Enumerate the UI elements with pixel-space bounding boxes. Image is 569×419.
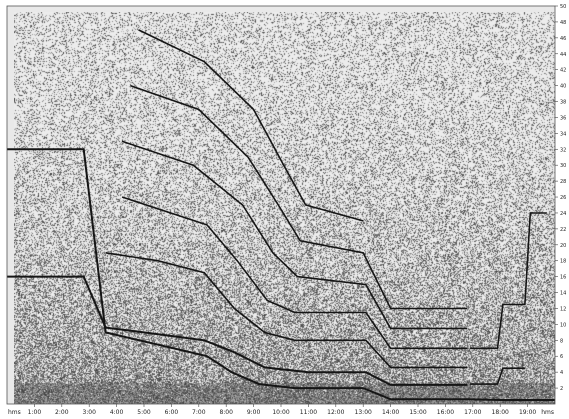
y-tick-label: 6 [560,354,563,360]
y-tick-label: 2 [560,386,563,392]
harmonic-trace [105,252,468,369]
x-tick-label: 4:00 [110,409,124,416]
y-tick-label: 32 [560,147,566,153]
y-tick-label: 48 [560,20,566,26]
harmonic-trace [121,140,468,330]
y-tick-label: 26 [560,195,566,201]
x-tick-label: 8:00 [219,409,233,416]
y-tick-label: 18 [560,259,566,265]
y-tick-label: 12 [560,306,566,312]
harmonic-trace [121,196,468,350]
x-tick-label: 14:00 [382,409,399,416]
x-axis: hms hms 1:00 2:00 3:00 4:00 5:00 6:00 7:00 8:00 9:… [8,404,554,416]
x-unit-label: hms [8,409,21,416]
x-tick-label: 3:00 [82,409,96,416]
harmonic-trace [7,148,555,401]
y-tick-label: 22 [560,227,566,233]
y-tick-label: 30 [560,163,566,169]
x-tick-label: 6:00 [165,409,179,416]
x-tick-label: 18:00 [492,409,509,416]
y-tick-label: 4 [560,370,563,376]
harmonic-trace [138,29,364,222]
x-tick-label: 17:00 [464,409,481,416]
x-tick-label: 19:00 [519,409,536,416]
y-tick-label: 46 [560,36,566,42]
x-tick-label: 16:00 [437,409,454,416]
x-tick-label: 2:00 [55,409,69,416]
harmonic-traces [7,29,555,401]
y-tick-label: 40 [560,84,566,90]
x-tick-label: 12:00 [327,409,344,416]
y-tick-label: 36 [560,115,566,121]
x-tick-label: 11:00 [300,409,317,416]
x-unit-label: hms [541,409,554,416]
y-tick-label: 42 [560,68,566,74]
x-tick-label: 9:00 [247,409,261,416]
y-tick-label: 20 [560,243,566,249]
x-tick-label: 5:00 [137,409,151,416]
x-tick-label: 13:00 [355,409,372,416]
x-tick-label: 10:00 [272,409,289,416]
y-tick-label: 44 [560,52,566,58]
y-tick-label: 28 [560,179,566,185]
x-tick-label: 7:00 [192,409,206,416]
y-tick-label: 38 [560,100,566,106]
x-tick-label: 15:00 [409,409,426,416]
y-tick-label: 14 [560,291,566,297]
y-tick-label: 10 [560,322,566,328]
harmonic-trace [470,367,525,385]
x-tick-label: 1:00 [28,409,42,416]
y-tick-label: 24 [560,211,566,217]
y-tick-label: 50 [560,4,566,10]
noise-layer [14,12,555,404]
harmonic-trace [7,275,468,386]
y-tick-label: 8 [560,338,563,344]
y-tick-label: 34 [560,131,566,137]
y-tick-label: 16 [560,275,566,281]
harmonic-trace [470,212,547,350]
y-axis: 2468101214161820222426283032343638404244… [555,4,566,392]
harmonic-trace [130,84,468,310]
